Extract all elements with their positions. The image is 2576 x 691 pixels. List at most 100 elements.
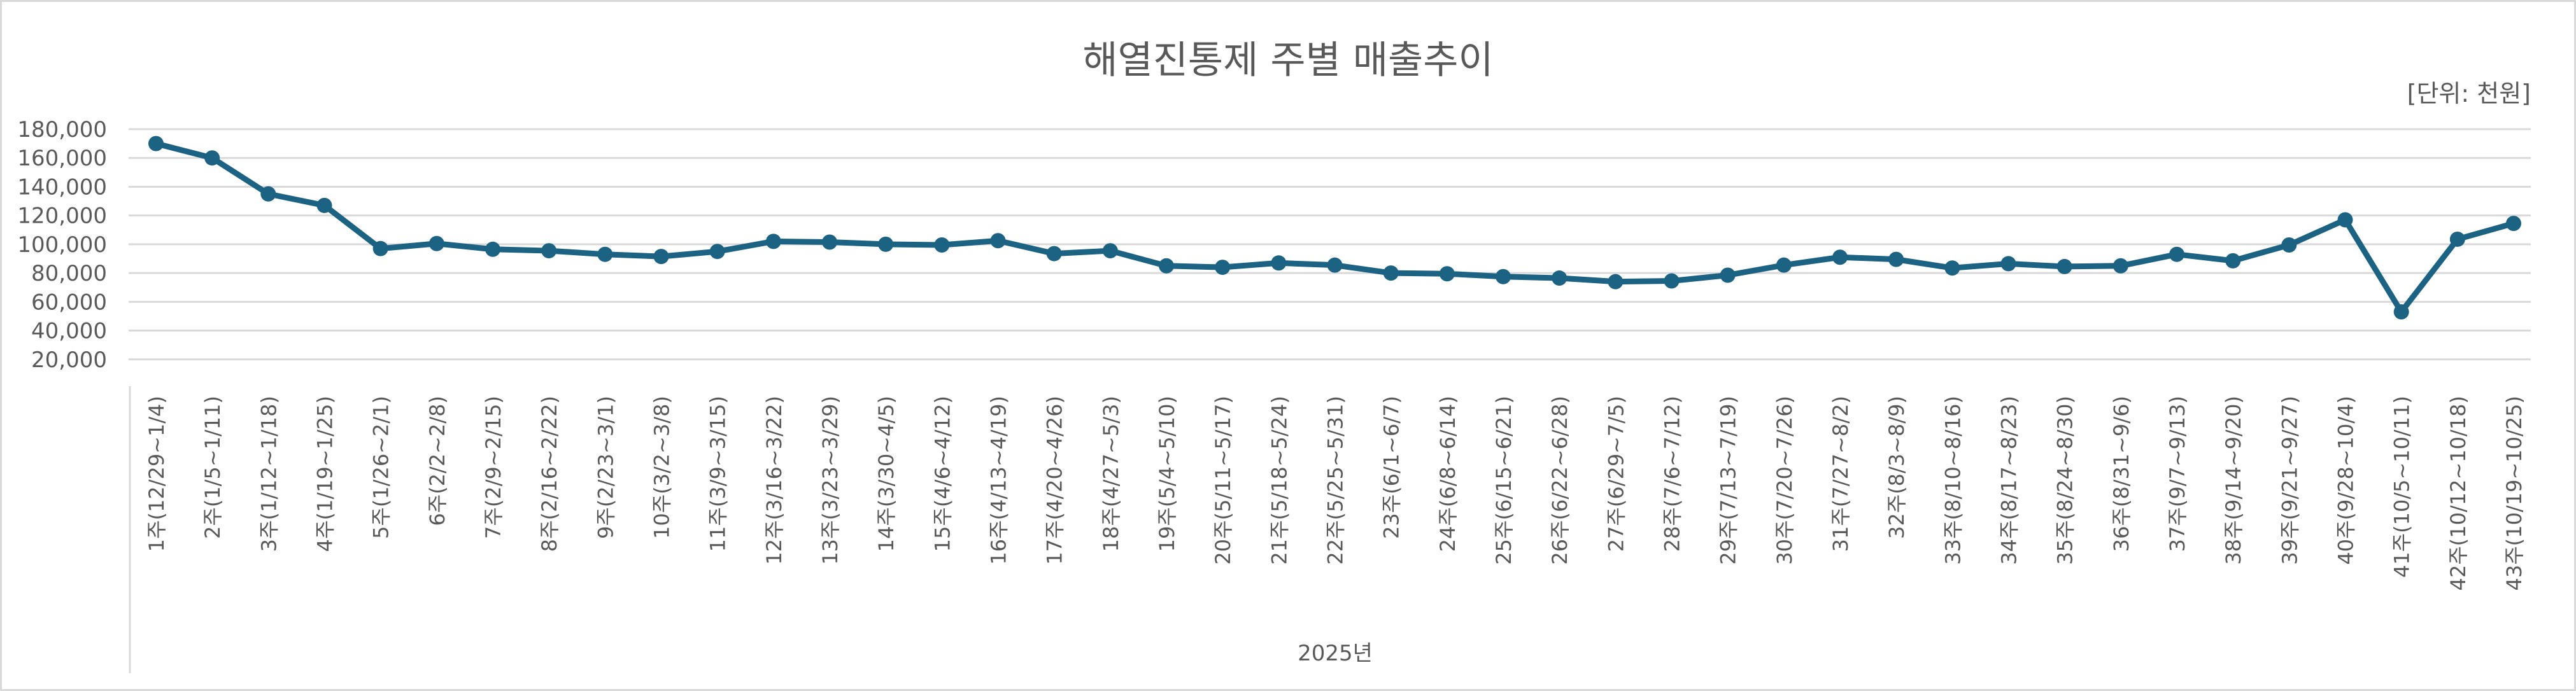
data-point (2337, 212, 2353, 228)
data-point (2225, 253, 2241, 269)
x-tick-label: 1주(12/29~1/4) (145, 396, 169, 552)
data-point (878, 236, 894, 252)
x-tick-label: 6주(2/2~2/8) (425, 396, 449, 526)
x-tick-label: 30주(7/20~7/26) (1773, 396, 1797, 565)
x-tick-label: 37주(9/7~9/13) (2165, 396, 2190, 552)
data-point (1046, 246, 1062, 262)
data-point (709, 244, 725, 260)
x-tick-label: 24주(6/8~6/14) (1436, 396, 1460, 552)
data-point (204, 150, 220, 166)
data-point (653, 249, 669, 265)
x-tick-label: 4주(1/19~1/25) (313, 396, 337, 552)
data-point (1496, 269, 1511, 284)
data-point (1215, 260, 1231, 276)
data-point (1327, 257, 1343, 273)
unit-label: [단위: 천원] (2407, 80, 2531, 108)
data-point (148, 136, 164, 151)
x-tick-label: 5주(1/26~2/1) (369, 396, 393, 539)
y-tick-label: 180,000 (17, 117, 107, 143)
x-tick-label: 16주(4/13~4/19) (987, 396, 1011, 565)
data-point (372, 241, 388, 256)
data-point (990, 233, 1006, 249)
x-tick-label: 20주(5/11~5/17) (1211, 396, 1235, 565)
data-point (260, 186, 276, 202)
data-point (2056, 258, 2072, 274)
x-tick-label: 40주(9/28~10/4) (2334, 396, 2358, 565)
x-tick-label: 12주(3/16~3/22) (762, 396, 786, 565)
y-tick-label: 120,000 (17, 204, 107, 229)
data-point (1608, 274, 1624, 290)
x-tick-label: 38주(9/14~9/20) (2221, 396, 2246, 565)
data-point (1552, 270, 1568, 286)
x-tick-label: 27주(6/29~7/5) (1604, 396, 1628, 552)
x-tick-label: 15주(4/6~4/12) (930, 396, 954, 552)
data-point (1159, 258, 1174, 274)
data-point (2000, 256, 2016, 272)
data-point (1383, 265, 1399, 281)
data-point (2169, 246, 2184, 262)
y-tick-label: 40,000 (31, 319, 107, 344)
x-tick-label: 36주(8/31~9/6) (2109, 396, 2134, 552)
y-tick-label: 100,000 (17, 232, 107, 258)
x-tick-label: 23주(6/1~6/7) (1380, 396, 1404, 539)
x-tick-label: 2주(1/5~1/11) (201, 396, 225, 539)
x-tick-label: 29주(7/13~7/19) (1716, 396, 1741, 565)
data-point (485, 241, 500, 257)
data-point (316, 197, 332, 213)
data-point (1888, 251, 1904, 267)
y-tick-label: 60,000 (31, 290, 107, 315)
data-point (1664, 273, 1680, 289)
x-tick-label: 39주(9/21~9/27) (2277, 396, 2302, 565)
x-tick-label: 28주(7/6~7/12) (1660, 396, 1685, 552)
x-tick-label: 21주(5/18~5/24) (1267, 396, 1291, 565)
data-point (1776, 257, 1792, 273)
x-tick-label: 32주(8/3~8/9) (1885, 396, 1909, 539)
y-tick-label: 140,000 (17, 174, 107, 200)
x-tick-label: 31주(7/27~8/2) (1829, 396, 1853, 552)
x-tick-label: 42주(10/12~10/18) (2446, 396, 2470, 590)
data-point (1102, 243, 1118, 259)
x-tick-label: 10주(3/2~3/8) (650, 396, 674, 539)
series-line (155, 141, 2515, 315)
data-point (822, 234, 837, 250)
x-tick-label: 35주(8/24~8/30) (2053, 396, 2077, 565)
data-point (2506, 216, 2521, 232)
x-tick-label: 33주(8/10~8/16) (1941, 396, 1965, 565)
x-tick-label: 34주(8/17~8/23) (1997, 396, 2021, 565)
x-tick-label: 3주(1/12~1/18) (257, 396, 281, 552)
x-tick-label: 13주(3/23~3/29) (818, 396, 842, 565)
x-tick-label: 18주(4/27~5/3) (1099, 396, 1123, 552)
data-point (765, 234, 781, 249)
data-point (428, 235, 444, 251)
data-point (541, 243, 557, 259)
x-tick-label: 14주(3/30~4/5) (874, 396, 898, 552)
y-tick-label: 160,000 (17, 146, 107, 171)
data-point (934, 237, 950, 253)
data-point (1832, 249, 1848, 265)
x-axis-title: 2025년 (1298, 641, 1373, 666)
x-tick-label: 25주(6/15~6/21) (1492, 396, 1516, 565)
data-point (1439, 266, 1455, 282)
x-tick-label: 11주(3/9~3/15) (706, 396, 730, 552)
data-point (2281, 237, 2297, 253)
data-point (1944, 260, 1960, 276)
x-tick-label: 7주(2/9~2/15) (481, 396, 506, 539)
y-tick-label: 20,000 (31, 347, 107, 373)
x-tick-label: 9주(2/23~3/1) (593, 396, 618, 539)
x-tick-label: 19주(5/4~5/10) (1155, 396, 1179, 552)
x-tick-label: 26주(6/22~6/28) (1548, 396, 1572, 565)
chart-title: 해열진통제 주별 매출추이 (1082, 38, 1493, 83)
data-point (1271, 255, 1287, 271)
x-tick-label: 8주(2/16~2/22) (537, 396, 562, 552)
x-tick-label: 41주(10/5~10/11) (2390, 396, 2414, 578)
x-tick-label: 17주(4/20~4/26) (1043, 396, 1067, 565)
x-tick-label: 22주(5/25~5/31) (1324, 396, 1348, 565)
data-point (2112, 258, 2128, 274)
data-point (597, 246, 613, 262)
y-tick-label: 80,000 (31, 261, 107, 286)
data-point (1720, 267, 1736, 283)
data-point (2449, 231, 2465, 247)
data-point (2393, 304, 2409, 320)
